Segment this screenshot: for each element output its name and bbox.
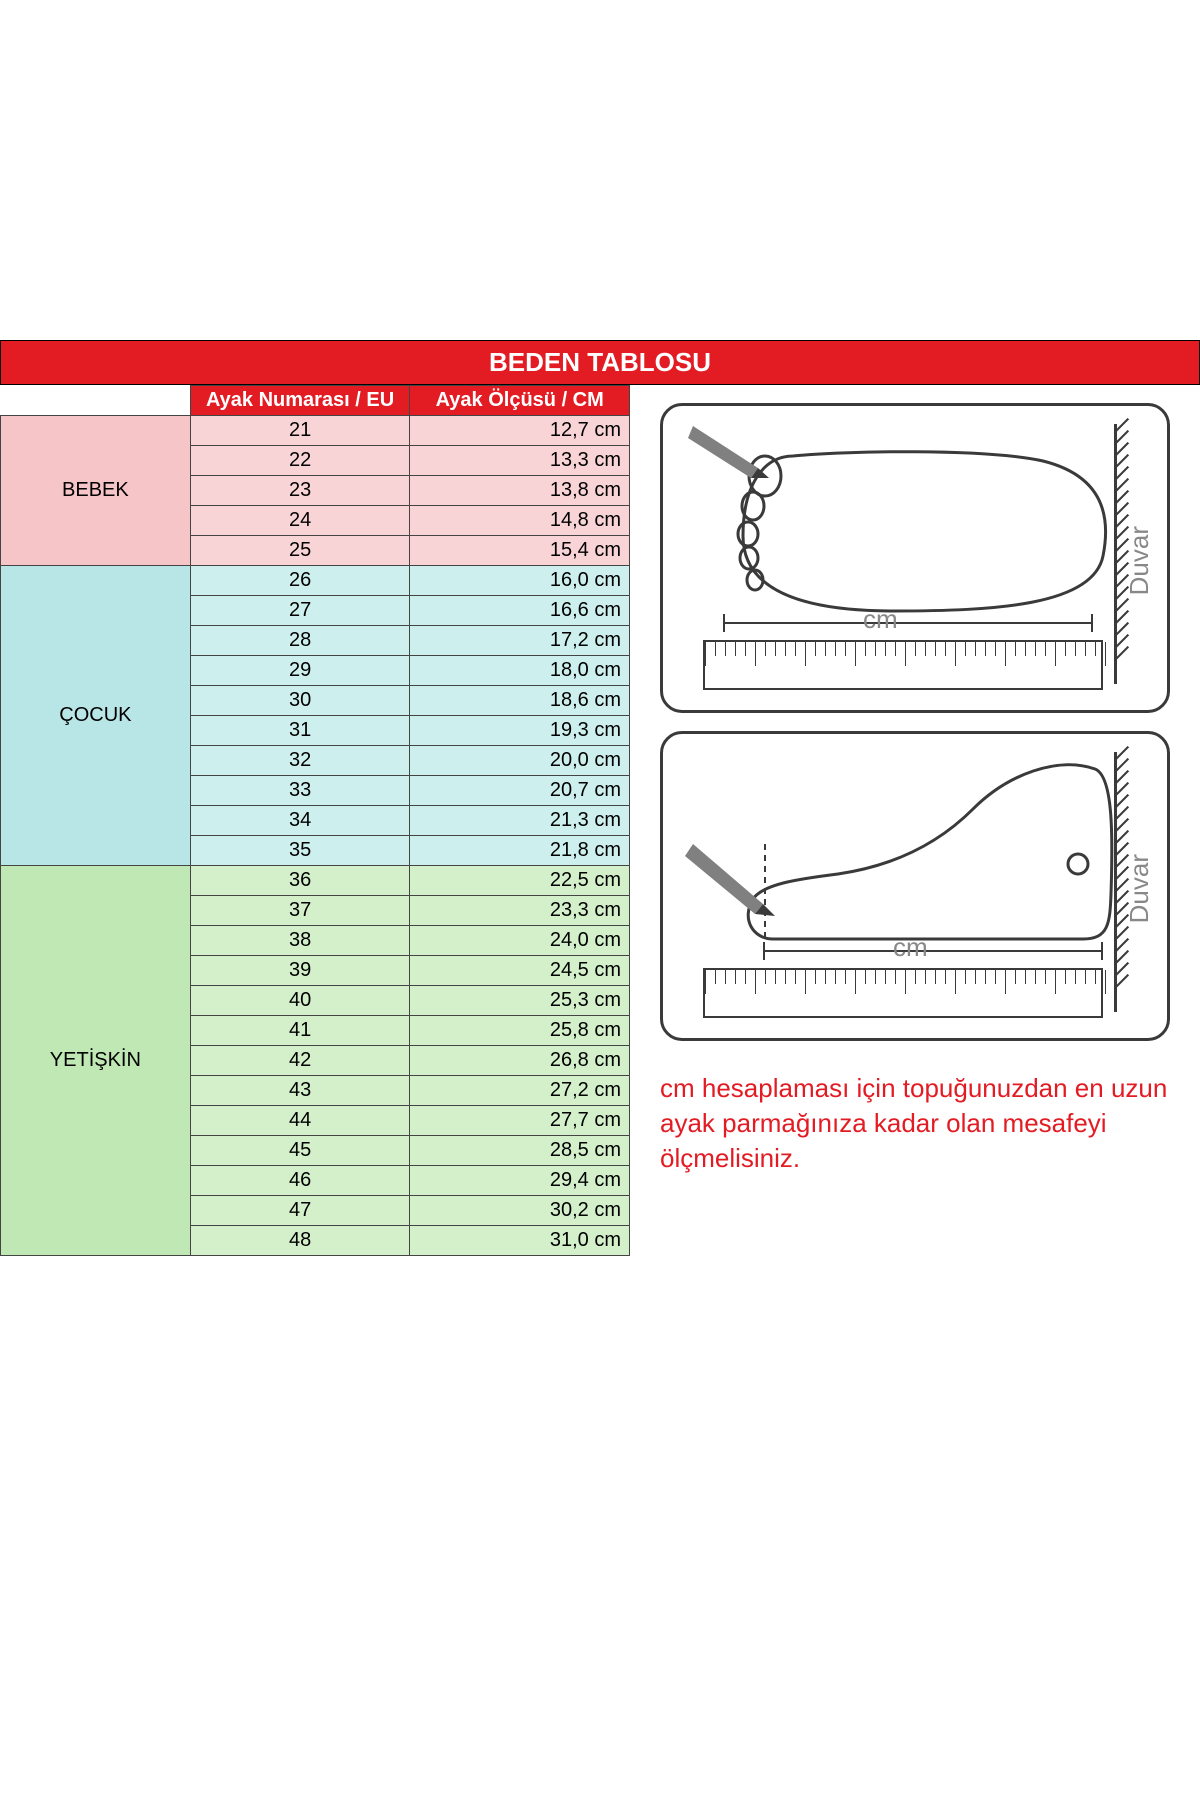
eu-cell: 31 [190,716,410,746]
eu-cell: 27 [190,596,410,626]
category-cell: ÇOCUK [1,566,191,866]
diagram-foot-top: Duvar cm [660,403,1170,713]
measure-bracket-2 [763,942,1103,960]
cm-cell: 21,8 cm [410,836,630,866]
eu-cell: 23 [190,476,410,506]
main-container: Ayak Numarası / EU Ayak Ölçüsü / CM BEBE… [0,385,1200,1256]
ruler-2 [703,968,1103,1018]
category-cell: YETİŞKİN [1,866,191,1256]
eu-cell: 45 [190,1136,410,1166]
eu-cell: 22 [190,446,410,476]
diagram-side: Duvar cm Duvar cm [630,385,1200,1256]
eu-cell: 34 [190,806,410,836]
cm-cell: 14,8 cm [410,506,630,536]
cm-cell: 16,6 cm [410,596,630,626]
cm-cell: 27,2 cm [410,1076,630,1106]
wall-label: Duvar [1124,526,1155,595]
cm-cell: 28,5 cm [410,1136,630,1166]
eu-cell: 38 [190,926,410,956]
cm-cell: 16,0 cm [410,566,630,596]
eu-cell: 39 [190,956,410,986]
eu-cell: 21 [190,416,410,446]
wall-label-2: Duvar [1124,854,1155,923]
table-row: ÇOCUK2616,0 cm [1,566,630,596]
cm-cell: 31,0 cm [410,1226,630,1256]
table-side: Ayak Numarası / EU Ayak Ölçüsü / CM BEBE… [0,385,630,1256]
eu-cell: 28 [190,626,410,656]
measure-bracket [723,614,1093,632]
eu-cell: 30 [190,686,410,716]
eu-cell: 36 [190,866,410,896]
eu-cell: 43 [190,1076,410,1106]
eu-cell: 32 [190,746,410,776]
cm-cell: 30,2 cm [410,1196,630,1226]
cm-cell: 29,4 cm [410,1166,630,1196]
eu-cell: 41 [190,1016,410,1046]
eu-cell: 26 [190,566,410,596]
cm-cell: 27,7 cm [410,1106,630,1136]
eu-cell: 47 [190,1196,410,1226]
cm-cell: 25,3 cm [410,986,630,1016]
cm-cell: 21,3 cm [410,806,630,836]
cm-cell: 23,3 cm [410,896,630,926]
cm-cell: 13,3 cm [410,446,630,476]
eu-cell: 44 [190,1106,410,1136]
category-cell: BEBEK [1,416,191,566]
cm-cell: 18,0 cm [410,656,630,686]
cm-cell: 19,3 cm [410,716,630,746]
cm-cell: 25,8 cm [410,1016,630,1046]
cm-label: cm [863,604,898,635]
eu-cell: 25 [190,536,410,566]
title-bar: BEDEN TABLOSU [0,340,1200,385]
cm-cell: 15,4 cm [410,536,630,566]
header-blank [1,386,191,416]
cm-cell: 20,0 cm [410,746,630,776]
eu-cell: 46 [190,1166,410,1196]
eu-cell: 35 [190,836,410,866]
table-row: BEBEK2112,7 cm [1,416,630,446]
cm-cell: 24,5 cm [410,956,630,986]
cm-cell: 24,0 cm [410,926,630,956]
header-row: Ayak Numarası / EU Ayak Ölçüsü / CM [1,386,630,416]
cm-cell: 18,6 cm [410,686,630,716]
diagram-foot-side: Duvar cm [660,731,1170,1041]
cm-cell: 17,2 cm [410,626,630,656]
cm-cell: 12,7 cm [410,416,630,446]
cm-cell: 26,8 cm [410,1046,630,1076]
eu-cell: 24 [190,506,410,536]
table-body: BEBEK2112,7 cm2213,3 cm2313,8 cm2414,8 c… [1,416,630,1256]
header-eu: Ayak Numarası / EU [190,386,410,416]
cm-label-2: cm [893,932,928,963]
eu-cell: 48 [190,1226,410,1256]
cm-cell: 22,5 cm [410,866,630,896]
eu-cell: 42 [190,1046,410,1076]
eu-cell: 37 [190,896,410,926]
header-cm: Ayak Ölçüsü / CM [410,386,630,416]
eu-cell: 29 [190,656,410,686]
size-table: Ayak Numarası / EU Ayak Ölçüsü / CM BEBE… [0,385,630,1256]
cm-cell: 13,8 cm [410,476,630,506]
ruler [703,640,1103,690]
instruction-text: cm hesaplaması için topuğunuzdan en uzun… [660,1071,1170,1176]
table-row: YETİŞKİN3622,5 cm [1,866,630,896]
eu-cell: 33 [190,776,410,806]
cm-cell: 20,7 cm [410,776,630,806]
eu-cell: 40 [190,986,410,1016]
